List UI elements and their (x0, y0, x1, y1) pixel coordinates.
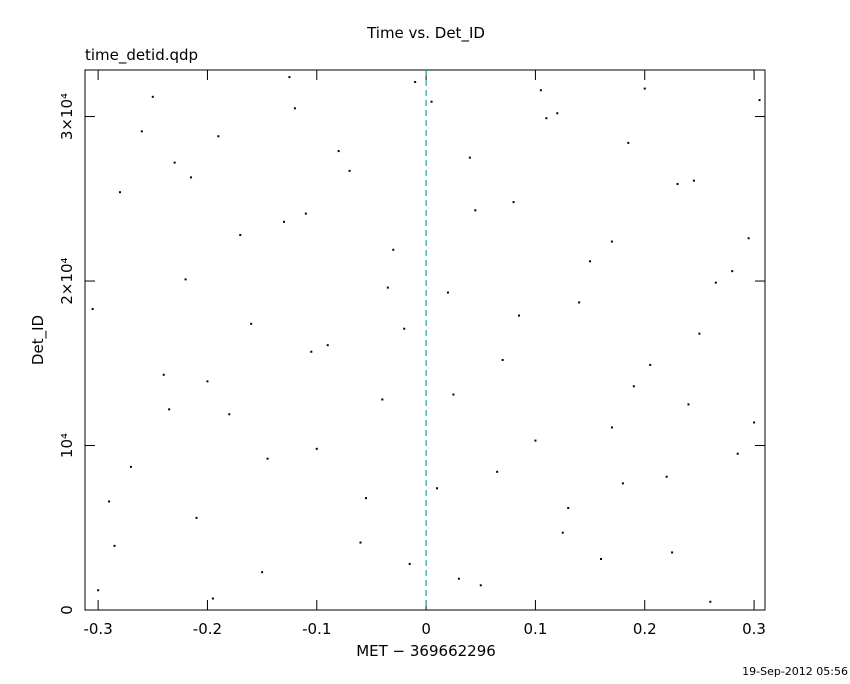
point (239, 233, 242, 236)
point (190, 176, 193, 179)
point (479, 584, 482, 587)
y-axis-label: Det_ID (29, 315, 48, 365)
point (113, 544, 116, 547)
point (266, 457, 269, 460)
point (108, 500, 111, 503)
point (589, 260, 592, 263)
point (348, 169, 351, 172)
point (627, 141, 630, 144)
y-tick-label: 0 (58, 605, 76, 615)
point (534, 439, 537, 442)
x-tick-label: -0.3 (83, 620, 112, 638)
point (698, 332, 701, 335)
point (129, 465, 132, 468)
point (632, 385, 635, 388)
point (381, 398, 384, 401)
point (643, 87, 646, 90)
point (665, 475, 668, 478)
point (753, 421, 756, 424)
point (168, 408, 171, 411)
point (310, 350, 313, 353)
point (359, 541, 362, 544)
point (392, 248, 395, 251)
point (474, 209, 477, 212)
y-tick-label: 2×10⁴ (58, 257, 76, 304)
point (140, 130, 143, 133)
point (736, 452, 739, 455)
point (403, 327, 406, 330)
point (217, 135, 220, 138)
point (446, 291, 449, 294)
point (206, 380, 209, 383)
point (758, 99, 761, 102)
point (386, 286, 389, 289)
point (539, 89, 542, 92)
point (649, 363, 652, 366)
plot-frame (84, 69, 766, 611)
point (228, 413, 231, 416)
point (304, 212, 307, 215)
point (97, 589, 100, 592)
x-tick-label: -0.1 (302, 620, 331, 638)
x-tick-label: 0.2 (633, 620, 657, 638)
point (293, 107, 296, 110)
point (561, 531, 564, 534)
point (747, 237, 750, 240)
y-tick-label: 3×10⁴ (58, 93, 76, 140)
point (408, 562, 411, 565)
point (91, 307, 94, 310)
point (676, 182, 679, 185)
point (692, 179, 695, 182)
point (610, 426, 613, 429)
point (211, 597, 214, 600)
x-tick-label: 0.1 (523, 620, 547, 638)
chart-title: Time vs. Det_ID (366, 24, 485, 43)
point (671, 551, 674, 554)
point (250, 322, 253, 325)
point (452, 393, 455, 396)
point (501, 358, 504, 361)
point (326, 344, 329, 347)
point (709, 600, 712, 603)
x-tick-label: 0 (421, 620, 431, 638)
point (430, 100, 433, 103)
x-tick-label: 0.3 (742, 620, 766, 638)
point (468, 156, 471, 159)
point (184, 278, 187, 281)
point (261, 571, 264, 574)
point (288, 76, 291, 79)
point (173, 161, 176, 164)
x-tick-label: -0.2 (193, 620, 222, 638)
point (556, 112, 559, 115)
point (567, 507, 570, 510)
footer: 19-Sep-2012 05:56 (742, 665, 848, 678)
point (364, 497, 367, 500)
point (600, 558, 603, 561)
point (315, 447, 318, 450)
point (162, 373, 165, 376)
point (118, 191, 121, 194)
point (731, 270, 734, 273)
point (512, 201, 515, 204)
point (151, 95, 154, 98)
point (282, 220, 285, 223)
point (414, 81, 417, 84)
point (496, 470, 499, 473)
point (621, 482, 624, 485)
point (457, 577, 460, 580)
point (195, 516, 198, 519)
point (436, 487, 439, 490)
x-axis-label: MET − 369662296 (356, 642, 496, 660)
point (545, 117, 548, 120)
point (714, 281, 717, 284)
y-tick-label: 10⁴ (58, 433, 76, 458)
point (518, 314, 521, 317)
point (578, 301, 581, 304)
chart-subtitle: time_detid.qdp (85, 46, 198, 65)
point (610, 240, 613, 243)
point (337, 150, 340, 153)
point (687, 403, 690, 406)
